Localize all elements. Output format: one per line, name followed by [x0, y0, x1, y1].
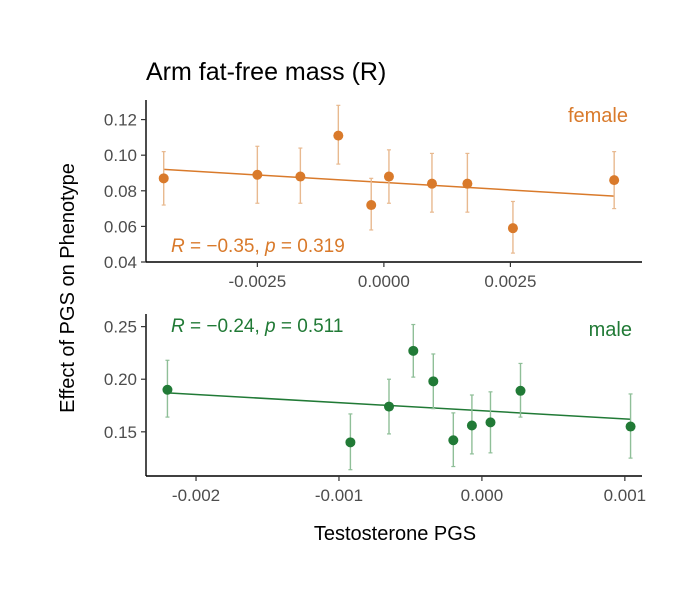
- data-point: [158, 173, 169, 184]
- data-point: [426, 178, 437, 189]
- x-tick-label: 0.001: [604, 486, 647, 505]
- x-tick-label: -0.002: [172, 486, 220, 505]
- data-point: [462, 178, 473, 189]
- panel-male: 0.15 0.20 0.25 -0.002 -0.001 0.000 0.001 R = −0…: [104, 314, 646, 505]
- stat-r-symbol: R: [171, 316, 185, 337]
- data-point: [366, 200, 377, 211]
- data-point: [162, 384, 173, 395]
- y-tick-label: 0.06: [104, 217, 137, 236]
- data-point: [295, 171, 306, 182]
- stat-r-symbol: R: [171, 236, 185, 257]
- y-tick-label: 0.04: [104, 253, 137, 272]
- data-point: [383, 401, 394, 412]
- stat-p-value: = 0.511: [276, 316, 344, 337]
- x-tick-label: -0.001: [315, 486, 363, 505]
- panel-label: female: [568, 105, 628, 127]
- x-axis-title: Testosterone PGS: [314, 523, 476, 545]
- stat-p-symbol: p: [264, 236, 276, 257]
- x-tick-label: 0.0025: [484, 272, 536, 291]
- stat-p-symbol: p: [264, 316, 276, 337]
- data-point: [333, 130, 344, 141]
- data-point: [448, 435, 459, 446]
- y-tick-label: 0.20: [104, 370, 137, 389]
- y-tick-label: 0.10: [104, 146, 137, 165]
- data-point: [507, 223, 518, 234]
- stat-r-value: = −0.24,: [185, 316, 265, 337]
- x-tick-label: 0.0000: [358, 272, 410, 291]
- y-axis-title: Effect of PGS on Phenotype: [57, 163, 79, 413]
- panel-female: 0.04 0.06 0.08 0.10 0.12 -0.0025 0.0000 0.0025 R…: [104, 100, 642, 291]
- data-point: [252, 169, 263, 180]
- correlation-annotation: R = −0.35, p = 0.319: [171, 236, 345, 257]
- y-tick-label: 0.08: [104, 182, 137, 201]
- y-tick-label: 0.25: [104, 318, 137, 337]
- data-point: [466, 420, 477, 431]
- data-point: [625, 421, 636, 432]
- data-point: [515, 385, 526, 396]
- panel-label: male: [589, 319, 632, 341]
- data-point: [428, 376, 439, 387]
- x-tick-label: 0.000: [461, 486, 504, 505]
- data-point: [383, 171, 394, 182]
- y-tick-label: 0.15: [104, 423, 137, 442]
- data-point: [609, 175, 620, 186]
- correlation-annotation: R = −0.24, p = 0.511: [171, 316, 343, 337]
- chart-title: Arm fat-free mass (R): [146, 58, 386, 86]
- stat-r-value: = −0.35,: [185, 236, 265, 257]
- stat-p-value: = 0.319: [276, 236, 345, 257]
- data-point: [408, 345, 419, 356]
- data-point: [485, 417, 496, 428]
- x-tick-label: -0.0025: [229, 272, 287, 291]
- y-tick-label: 0.12: [104, 111, 137, 130]
- regression-line: [167, 392, 631, 420]
- data-point: [345, 437, 356, 448]
